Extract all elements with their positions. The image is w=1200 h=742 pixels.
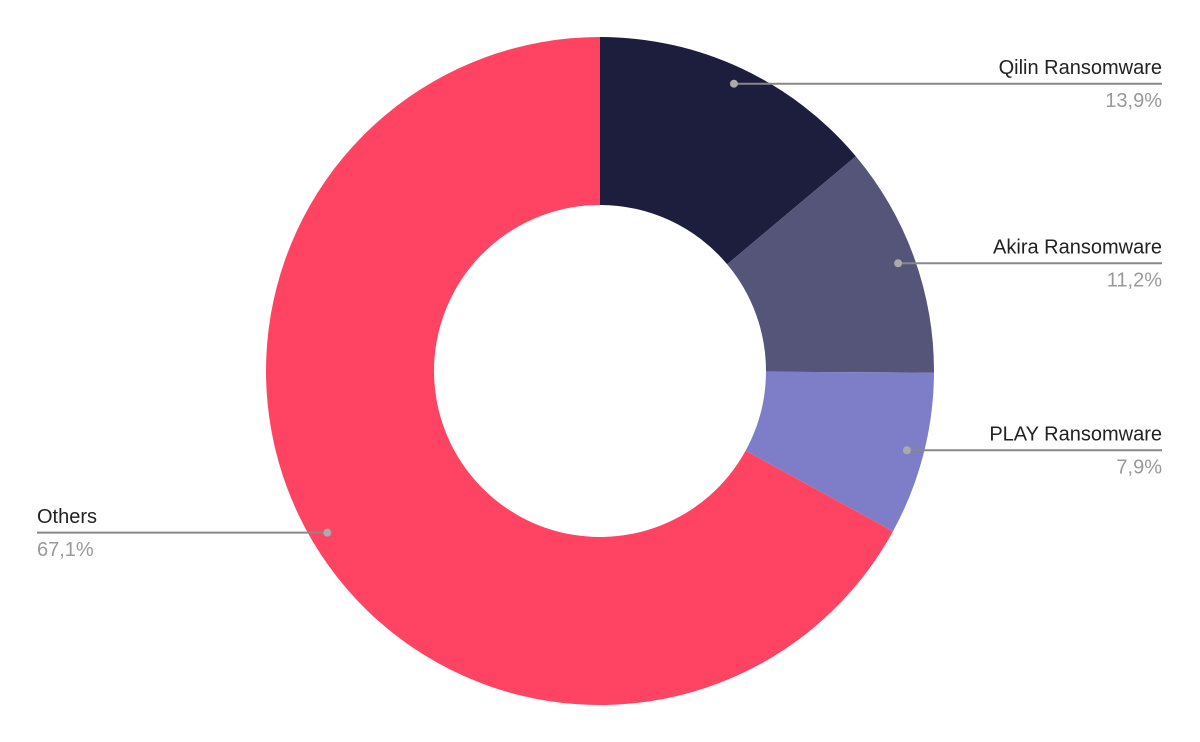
slice [600, 37, 856, 265]
value-label: 13,9% [1105, 90, 1162, 112]
leader-dot [323, 528, 332, 537]
leader-dot [902, 446, 911, 455]
slice [727, 156, 934, 373]
value-label: 11,2% [1107, 270, 1162, 292]
slice [745, 371, 934, 532]
leader-dot [894, 259, 903, 268]
slice-label: Qilin Ransomware [999, 57, 1162, 79]
slice-label: Others [37, 506, 97, 528]
slice-label: Akira Ransomware [993, 237, 1162, 259]
leader-dot [729, 79, 738, 88]
value-label: 67,1% [37, 539, 94, 561]
slice [266, 37, 894, 705]
slice-label: PLAY Ransomware [989, 424, 1162, 446]
value-label: 7,9% [1116, 457, 1162, 479]
